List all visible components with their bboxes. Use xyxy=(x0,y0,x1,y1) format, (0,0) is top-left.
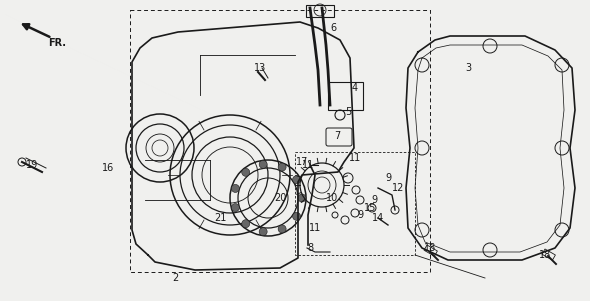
Text: 18: 18 xyxy=(539,250,551,260)
Text: 20: 20 xyxy=(274,193,286,203)
Circle shape xyxy=(298,194,306,202)
Circle shape xyxy=(278,225,286,233)
Text: 19: 19 xyxy=(26,160,38,170)
Text: 15: 15 xyxy=(364,203,376,213)
Bar xyxy=(295,152,415,255)
Text: 17: 17 xyxy=(296,157,308,167)
Circle shape xyxy=(293,213,300,220)
Text: 6: 6 xyxy=(330,23,336,33)
Circle shape xyxy=(259,228,267,236)
Text: 7: 7 xyxy=(334,131,340,141)
Text: 8: 8 xyxy=(307,243,313,253)
Circle shape xyxy=(231,185,240,192)
Bar xyxy=(328,82,363,110)
Text: 9: 9 xyxy=(371,195,377,205)
Text: 4: 4 xyxy=(352,83,358,93)
Text: 16: 16 xyxy=(102,163,114,173)
Text: 9: 9 xyxy=(385,173,391,183)
Text: 12: 12 xyxy=(392,183,404,193)
Text: 10: 10 xyxy=(326,193,338,203)
Text: 9: 9 xyxy=(357,210,363,220)
Text: 11: 11 xyxy=(309,223,321,233)
Circle shape xyxy=(293,175,300,184)
Text: 3: 3 xyxy=(465,63,471,73)
Text: 21: 21 xyxy=(214,213,226,223)
Text: FR.: FR. xyxy=(48,38,66,48)
Text: 18: 18 xyxy=(424,243,436,253)
Circle shape xyxy=(231,203,240,212)
Text: 14: 14 xyxy=(372,213,384,223)
Bar xyxy=(130,10,430,272)
Text: 2: 2 xyxy=(172,273,178,283)
Circle shape xyxy=(259,160,267,168)
Circle shape xyxy=(278,163,286,171)
Bar xyxy=(424,245,437,256)
Text: 13: 13 xyxy=(254,63,266,73)
Text: 11: 11 xyxy=(302,160,314,170)
Circle shape xyxy=(242,168,250,176)
Circle shape xyxy=(242,220,250,228)
Text: 5: 5 xyxy=(345,107,351,117)
Bar xyxy=(542,249,555,260)
Text: 11: 11 xyxy=(349,153,361,163)
Bar xyxy=(306,5,334,17)
